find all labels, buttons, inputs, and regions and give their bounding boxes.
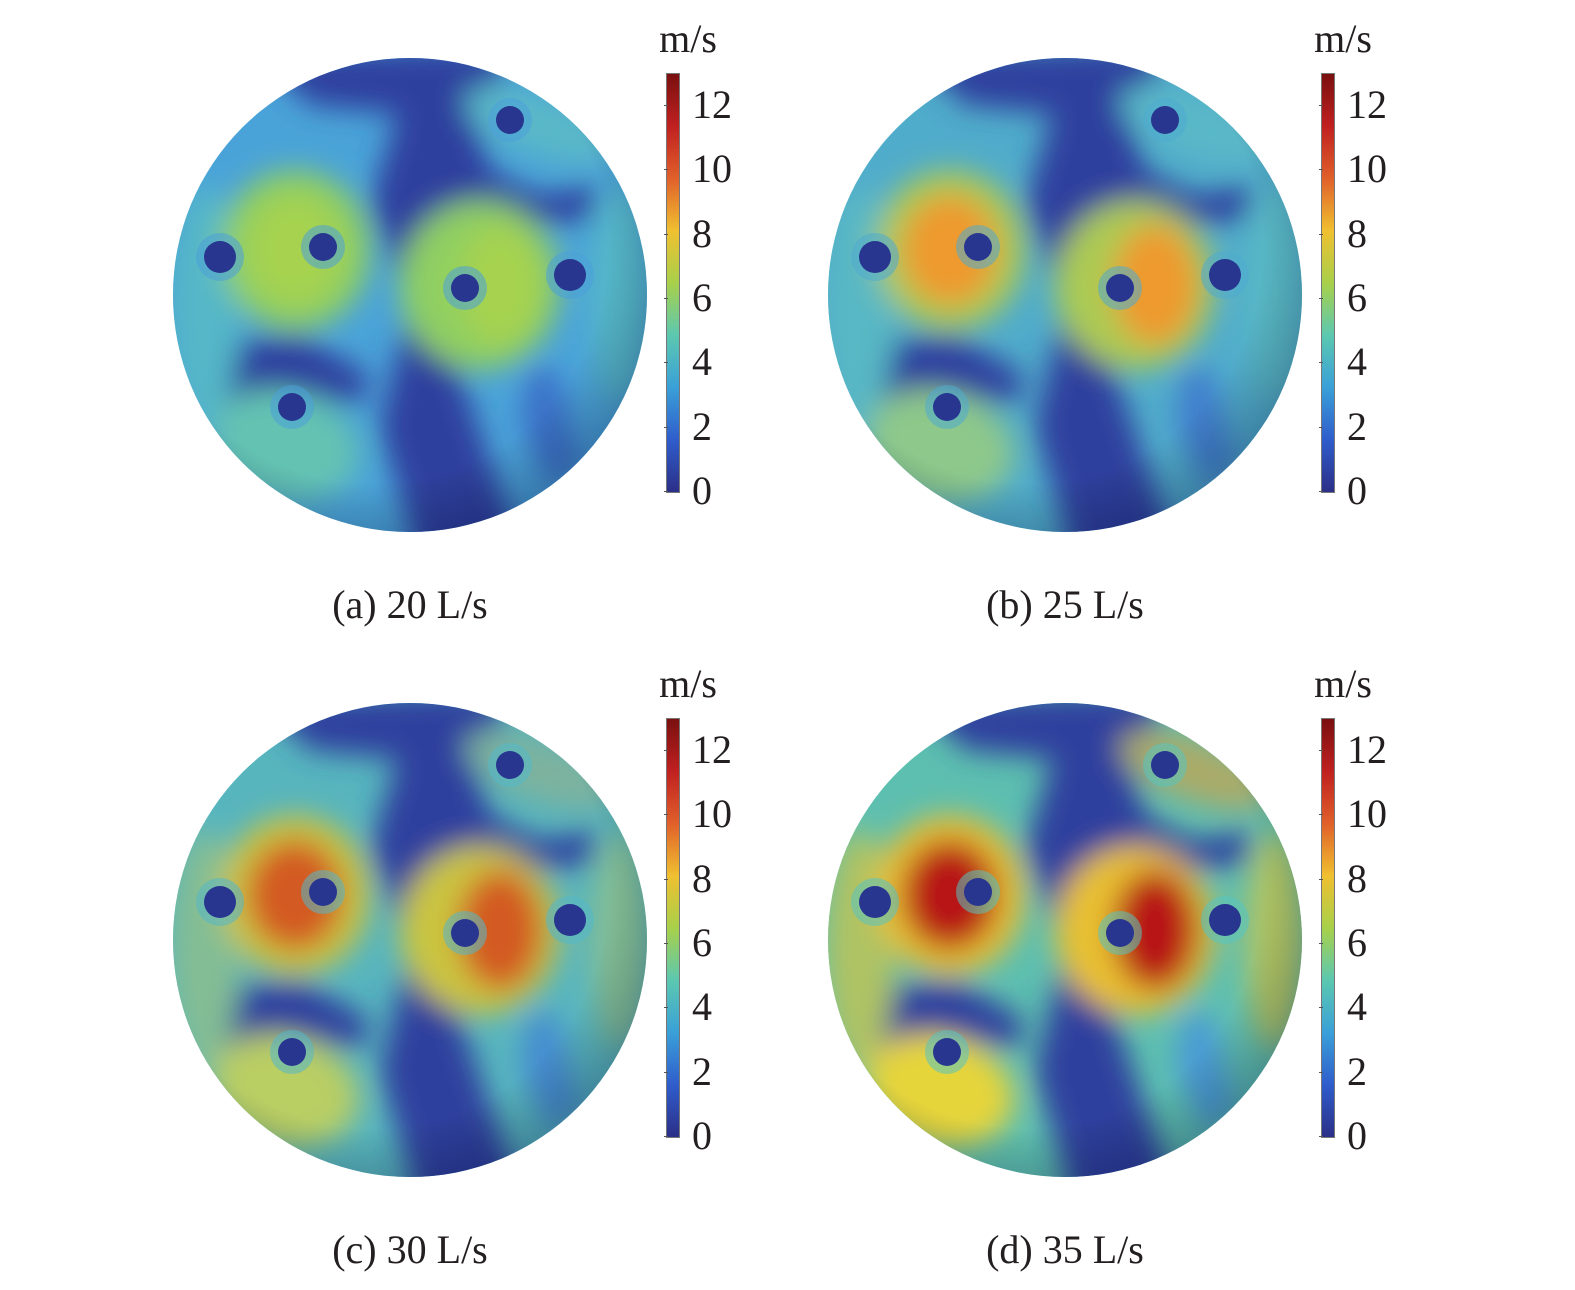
colorbar-tick-mark — [664, 233, 668, 235]
colorbar-tick-mark — [664, 426, 668, 428]
colorbar-tick-label: 8 — [692, 210, 712, 256]
colorbar-tick-label: 2 — [692, 403, 712, 449]
colorbar-tick-label: 10 — [692, 791, 732, 837]
colorbar-tick-label: 0 — [1347, 1113, 1367, 1158]
colorbar-tick-mark — [1319, 491, 1323, 492]
colorbar-tick-mark — [664, 814, 668, 816]
colorbar-unit: m/s — [1314, 661, 1372, 706]
colorbar-tick-mark — [664, 491, 668, 492]
colorbar-tick-mark — [664, 298, 668, 300]
colorbar-tick-label: 12 — [1347, 727, 1387, 773]
colorbar-tick-label: 4 — [692, 984, 712, 1030]
colorbar-tick-mark — [1319, 814, 1323, 816]
colorbar-tick-label: 4 — [692, 339, 712, 385]
colorbar — [1321, 73, 1335, 493]
colorbar-tick-mark — [664, 1007, 668, 1009]
colorbar-unit: m/s — [1314, 16, 1372, 61]
colorbar-tick-label: 8 — [1347, 855, 1367, 901]
colorbar-tick-label: 4 — [1347, 339, 1367, 385]
colorbar-tick-label: 0 — [692, 468, 712, 513]
colorbar-tick-mark — [1319, 943, 1323, 945]
colorbar-unit: m/s — [659, 16, 717, 61]
colorbar-tick-mark — [664, 1071, 668, 1073]
colorbar-unit: m/s — [659, 661, 717, 706]
colorbar-tick-label: 10 — [1347, 146, 1387, 192]
colorbar-tick-label: 6 — [692, 275, 712, 321]
colorbar-tick-label: 6 — [1347, 275, 1367, 321]
colorbar — [666, 718, 680, 1138]
colorbar-tick-mark — [1319, 1007, 1323, 1009]
disc-shading — [173, 58, 647, 532]
velocity-contour-disc — [828, 58, 1302, 532]
colorbar-tick-mark — [664, 1136, 668, 1137]
colorbar-tick-mark — [1319, 233, 1323, 235]
colorbar-tick-mark — [1319, 1071, 1323, 1073]
colorbar — [1321, 718, 1335, 1138]
panel-caption: (d) 35 L/s — [986, 1227, 1144, 1272]
colorbar-tick-mark — [1319, 1136, 1323, 1137]
colorbar-tick-label: 8 — [1347, 210, 1367, 256]
colorbar-tick-label: 0 — [1347, 468, 1367, 513]
colorbar-tick-mark — [664, 943, 668, 945]
colorbar-tick-mark — [1319, 298, 1323, 300]
velocity-contour-disc — [173, 58, 647, 532]
panel-caption: (b) 25 L/s — [986, 582, 1144, 627]
velocity-contour-disc — [173, 703, 647, 1177]
velocity-contour-disc — [828, 703, 1302, 1177]
colorbar-tick-label: 10 — [1347, 791, 1387, 837]
colorbar-tick-label: 8 — [692, 855, 712, 901]
colorbar-tick-mark — [1319, 750, 1323, 752]
colorbar-tick-label: 6 — [692, 920, 712, 966]
colorbar-tick-mark — [1319, 362, 1323, 364]
colorbar-tick-mark — [664, 105, 668, 107]
colorbar-tick-mark — [664, 750, 668, 752]
panel-c: (c) 30 L/s m/s 12 10 8 6 4 2 0 — [160, 661, 880, 1290]
colorbar-tick-label: 10 — [692, 146, 732, 192]
colorbar-tick-mark — [664, 878, 668, 880]
colorbar-tick-mark — [1319, 105, 1323, 107]
colorbar-tick-label: 2 — [1347, 1048, 1367, 1094]
colorbar-tick-label: 12 — [1347, 82, 1387, 128]
disc-shading — [828, 58, 1302, 532]
colorbar-tick-label: 2 — [692, 1048, 712, 1094]
panel-caption: (a) 20 L/s — [332, 582, 488, 627]
colorbar-tick-mark — [1319, 426, 1323, 428]
colorbar-tick-mark — [664, 169, 668, 171]
colorbar-tick-label: 2 — [1347, 403, 1367, 449]
colorbar-tick-label: 4 — [1347, 984, 1367, 1030]
panel-a: (a) 20 L/s m/s 12 10 8 6 4 2 0 — [160, 16, 880, 645]
colorbar-tick-mark — [1319, 169, 1323, 171]
disc-shading — [828, 703, 1302, 1177]
panel-b: (b) 25 L/s m/s 12 10 8 6 4 2 0 — [815, 16, 1535, 645]
colorbar-tick-mark — [1319, 878, 1323, 880]
panel-caption: (c) 30 L/s — [332, 1227, 488, 1272]
colorbar-tick-label: 0 — [692, 1113, 712, 1158]
panel-d: (d) 35 L/s m/s 12 10 8 6 4 2 0 — [815, 661, 1535, 1290]
disc-shading — [173, 703, 647, 1177]
colorbar — [666, 73, 680, 493]
colorbar-tick-mark — [664, 362, 668, 364]
colorbar-tick-label: 6 — [1347, 920, 1367, 966]
colorbar-tick-label: 12 — [692, 82, 732, 128]
colorbar-tick-label: 12 — [692, 727, 732, 773]
